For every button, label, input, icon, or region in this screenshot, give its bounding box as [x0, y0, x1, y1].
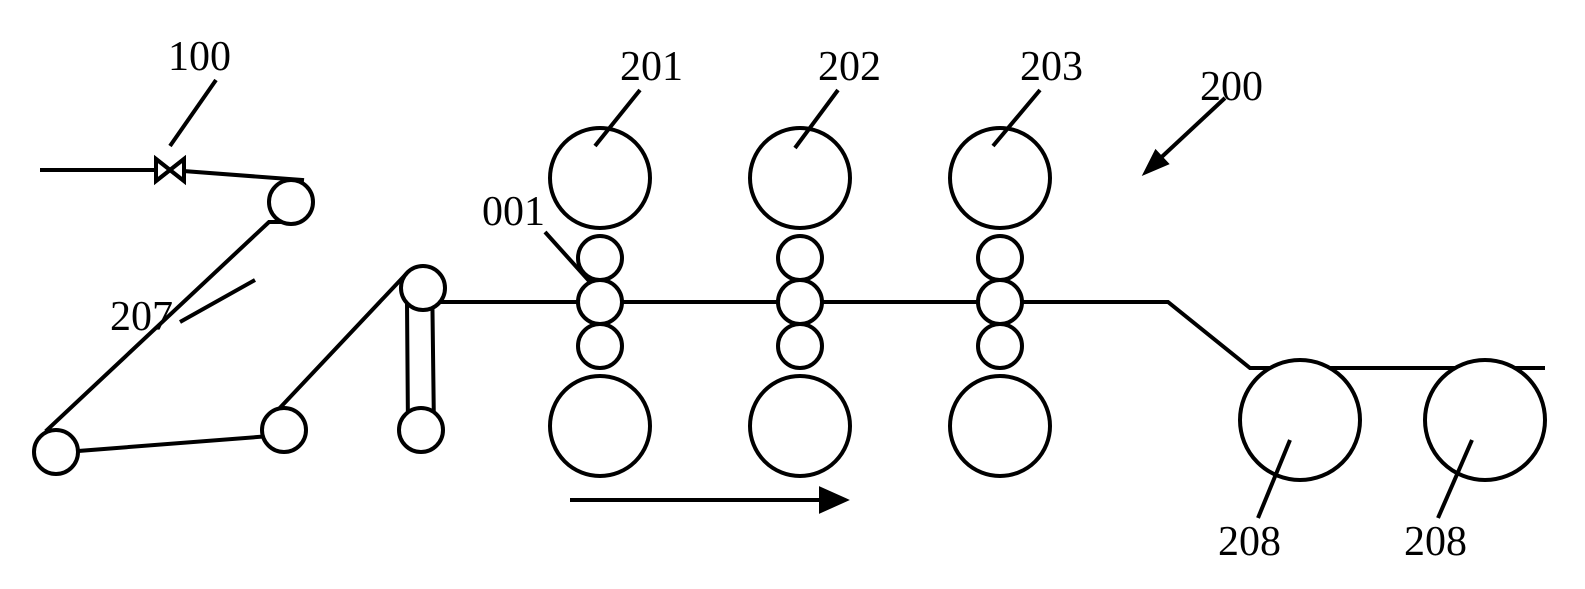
accum-top-roll-0 [269, 180, 313, 224]
stand-3-work-1 [978, 280, 1022, 324]
leader-l100 [170, 80, 216, 146]
stand-2-work-2 [778, 324, 822, 368]
valve-right [170, 159, 184, 181]
flow-arrow-head [821, 489, 845, 511]
label-l208a: 208 [1218, 519, 1281, 565]
stand-1-backup-bot [550, 376, 650, 476]
stand-3-work-2 [978, 324, 1022, 368]
label-l202: 202 [818, 44, 881, 90]
label-l001: 001 [482, 189, 545, 235]
accum-bot-roll-0 [34, 430, 78, 474]
stand-1-work-2 [578, 324, 622, 368]
label-l203: 203 [1020, 44, 1083, 90]
accum-bot-roll-1 [262, 408, 306, 452]
stand-1-backup-top [550, 128, 650, 228]
stand-3-work-0 [978, 236, 1022, 280]
stand-2-work-0 [778, 236, 822, 280]
label-l200: 200 [1200, 64, 1263, 110]
label-l100: 100 [168, 34, 231, 80]
label-l207: 207 [110, 294, 173, 340]
stand-3-backup-bot [950, 376, 1050, 476]
leader-l207 [180, 280, 255, 322]
stand-2-backup-bot [750, 376, 850, 476]
coiler-208-1 [1425, 360, 1545, 480]
stand-1-work-1 [578, 280, 622, 324]
stand-3-backup-top [950, 128, 1050, 228]
label-l201: 201 [620, 44, 683, 90]
label-l208b: 208 [1404, 519, 1467, 565]
stand-2-work-1 [778, 280, 822, 324]
accum-bot-roll-2 [399, 408, 443, 452]
coiler-208-0 [1240, 360, 1360, 480]
accum-top-roll-1 [401, 266, 445, 310]
